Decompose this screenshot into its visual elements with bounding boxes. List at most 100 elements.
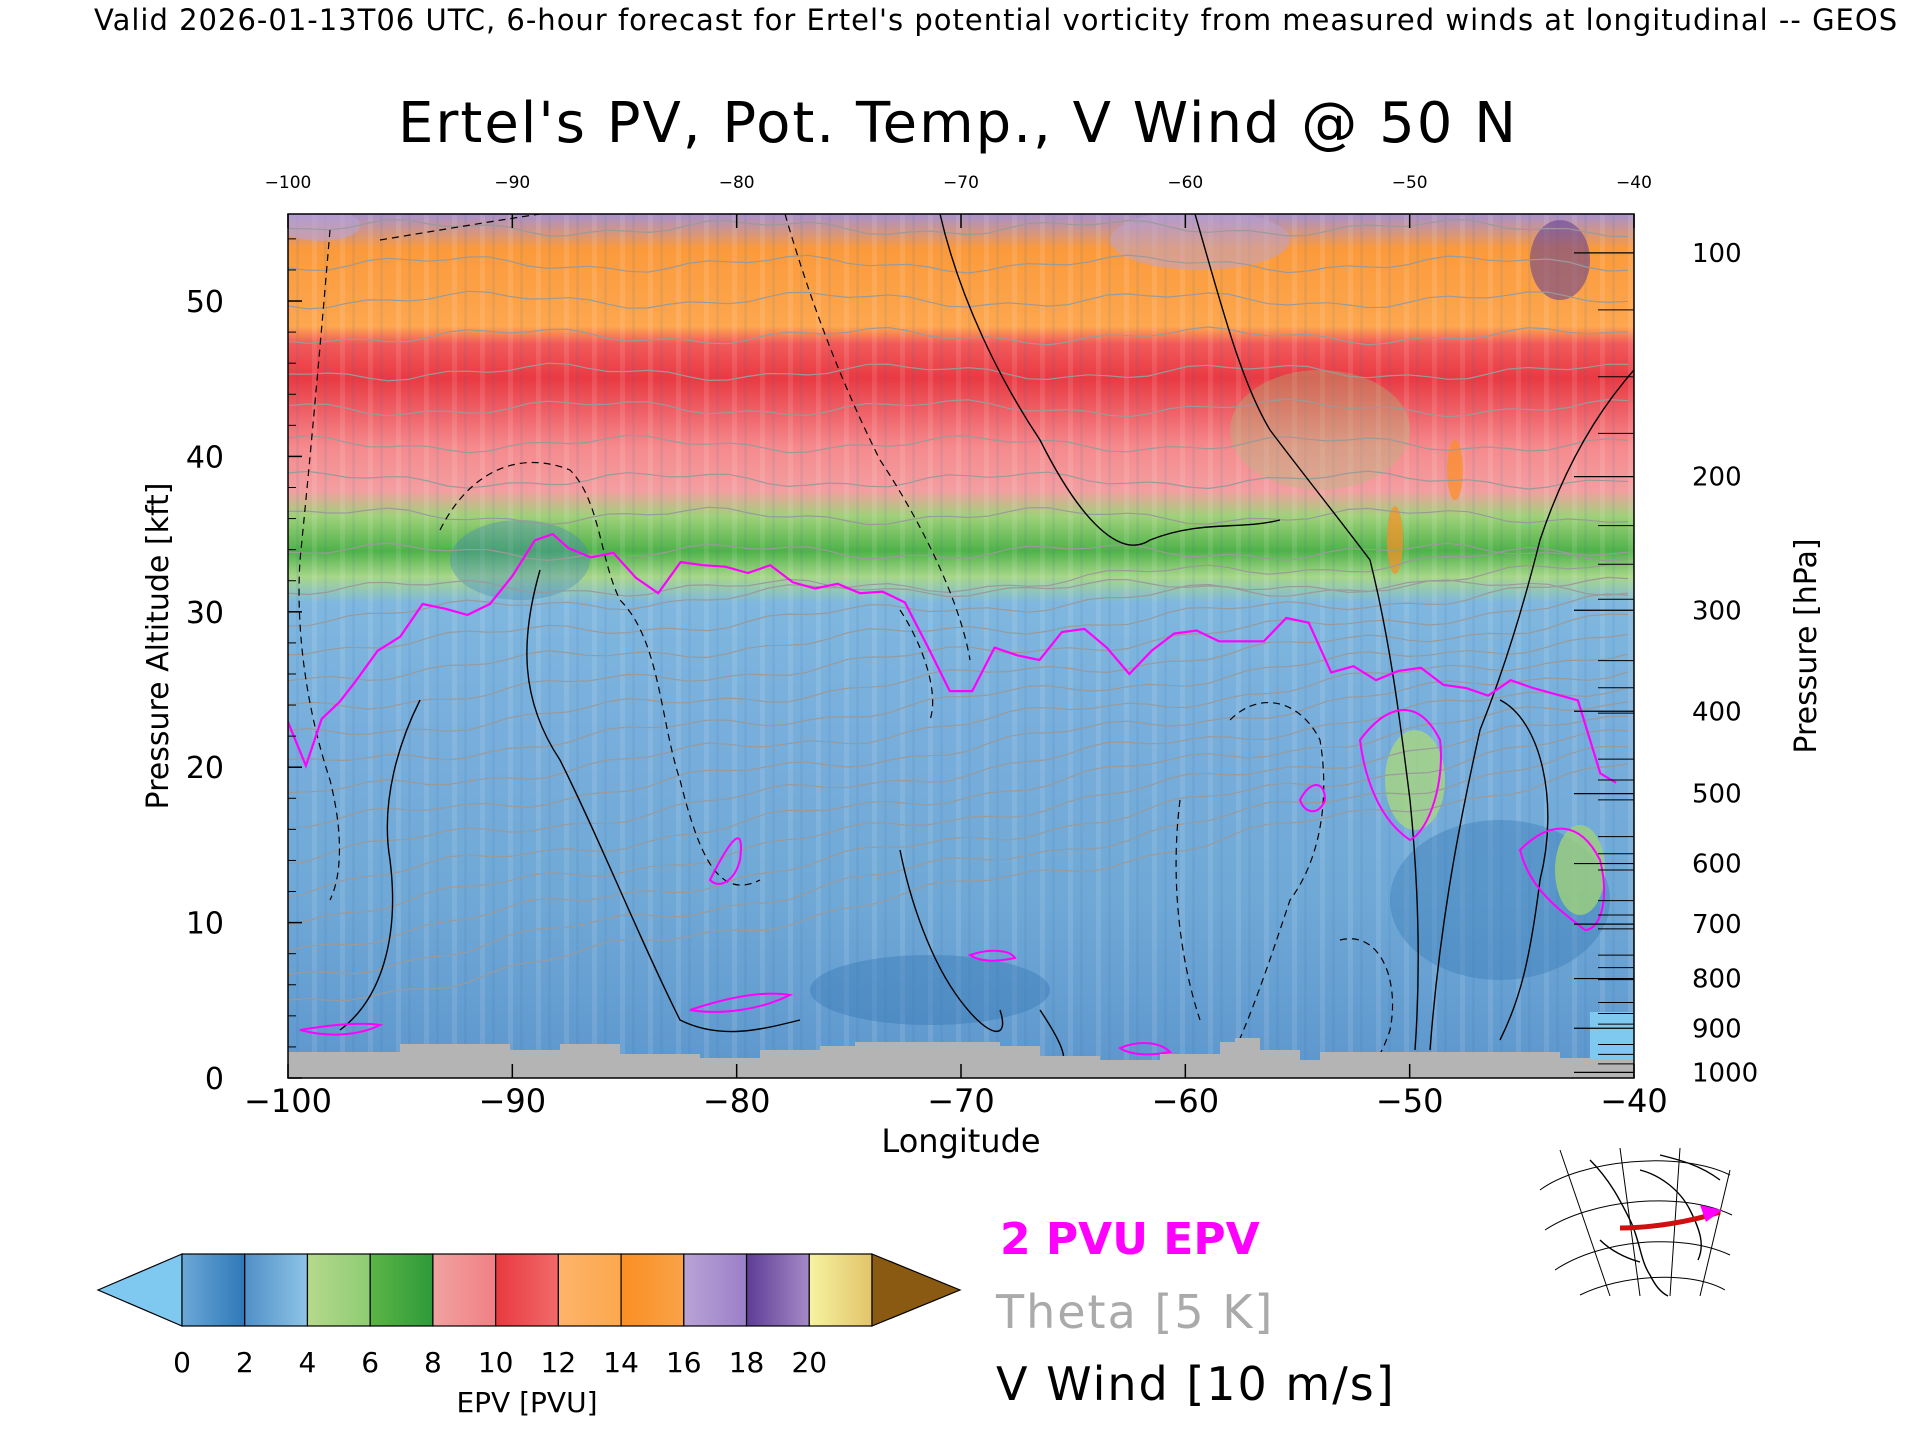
v-wind-neg-contour: [784, 214, 971, 661]
theta-contour: [288, 745, 1629, 976]
epv-patch: [1110, 214, 1290, 270]
theta-contour: [288, 563, 1629, 656]
v-wind-neg-contour: [439, 462, 761, 886]
v-wind-contour: [339, 699, 421, 1031]
colorbar-bin: [432, 1253, 497, 1327]
v-wind-negative-contours: [298, 214, 1394, 1078]
colorbar-bin: [181, 1253, 246, 1327]
chart-title: Ertel's PV, Pot. Temp., V Wind @ 50 N: [398, 91, 1518, 156]
theta-contour: [288, 470, 1629, 490]
colorbar-tick-label: 8: [424, 1346, 442, 1379]
pressure-tick-label: 300: [1692, 596, 1742, 626]
epv-patch: [450, 520, 590, 600]
legend: 2 PVU EPV Theta [5 K] V Wind [10 m/s]: [995, 1214, 1394, 1411]
y-tick-label: 50: [186, 285, 224, 320]
v-wind-contour: [899, 849, 1004, 1033]
pv2-blob: [1117, 1042, 1173, 1056]
colorbar-bin: [495, 1253, 559, 1327]
x-axis-label: Longitude: [881, 1122, 1040, 1160]
pv2-blob: [689, 992, 794, 1013]
locator-map-arrow: [1700, 1205, 1722, 1222]
theta-contour: [288, 434, 1629, 454]
locator-map-coastlines: [1589, 1154, 1721, 1297]
colorbar-bin: [620, 1253, 685, 1327]
colorbar-bin: [306, 1253, 371, 1327]
x-tick-label: −80: [703, 1082, 771, 1120]
theta-contour: [288, 290, 1629, 310]
pressure-tick-label: 700: [1692, 910, 1742, 940]
epv-patch: [1555, 825, 1605, 915]
theta-contour: [288, 542, 1629, 562]
colorbar-bins: [181, 1253, 873, 1327]
v-wind-contours: [339, 214, 1634, 1071]
theta-contours: [288, 218, 1629, 1002]
pressure-tick-label: 500: [1692, 780, 1742, 810]
epv-low-patch: [1590, 1012, 1634, 1060]
v-wind-neg-contour: [379, 214, 541, 241]
theta-contour: [288, 671, 1629, 829]
v-wind-neg-contour: [1339, 938, 1394, 1078]
colorbar-label: EPV [PVU]: [456, 1386, 597, 1419]
x-axis-ticks: −100 −100 −90 −90 −80 −80 −70 −70 −60 −60 −50 −50 −4…: [244, 173, 1668, 1120]
y-axis-label-left: Pressure Altitude [kft]: [141, 483, 176, 810]
y-tick-label: 10: [186, 907, 224, 942]
pressure-tick-label: 600: [1692, 850, 1742, 880]
locator-map: [1536, 1147, 1733, 1297]
colorbar: 0 2 4 6 8 10 12 14 16 18 20 EPV [PVU]: [96, 1253, 962, 1419]
theta-contour: [288, 613, 1628, 735]
epv-patch: [1387, 506, 1403, 574]
colorbar-bin: [808, 1253, 873, 1327]
x-tick-label: −40: [1600, 1082, 1668, 1120]
theta-contour: [288, 398, 1629, 418]
header-text: Valid 2026-01-13T06 UTC, 6-hour forecast…: [94, 3, 1898, 37]
v-wind-contour: [526, 569, 801, 1033]
theta-contour: [288, 701, 1629, 898]
colorbar-bin: [369, 1253, 434, 1327]
locator-map-background: [1536, 1148, 1732, 1296]
theta-contour: [288, 326, 1629, 346]
x-top-tick-label: −40: [1616, 173, 1652, 193]
epv-patch: [288, 214, 360, 241]
pressure-tick-label: 400: [1692, 697, 1742, 727]
pressure-tick-label: 900: [1692, 1014, 1742, 1044]
colorbar-tick-label: 14: [603, 1346, 639, 1379]
theta-contour: [288, 254, 1629, 274]
colorbar-tick-label: 6: [361, 1346, 379, 1379]
colorbar-bin: [683, 1253, 748, 1327]
epv-patch: [1385, 730, 1445, 830]
colorbar-under-arrow: [96, 1253, 183, 1327]
v-wind-contour: [1429, 369, 1634, 1051]
v-wind-neg-contour: [1175, 799, 1201, 1021]
pv2-blob: [299, 1022, 384, 1036]
theta-contour: [288, 218, 1629, 238]
x-top-tick-label: −50: [1392, 173, 1428, 193]
pressure-tick-label: 200: [1692, 463, 1742, 493]
pv2-blob: [1518, 827, 1606, 932]
pressure-tick-label: 800: [1692, 965, 1742, 995]
colorbar-tick-label: 2: [236, 1346, 254, 1379]
theta-contour: [288, 578, 1629, 598]
y-tick-label: 0: [205, 1062, 224, 1097]
plot-area: [288, 214, 1634, 1078]
y-axis-ticks: 0 10 20 30 40 50: [186, 238, 302, 1097]
theta-contour: [288, 362, 1629, 382]
colorbar-tick-label: 16: [666, 1346, 702, 1379]
colorbar-tick-label: 18: [729, 1346, 765, 1379]
epv-patch: [1230, 370, 1410, 490]
legend-theta: Theta [5 K]: [995, 1285, 1274, 1339]
colorbar-tick-label: 10: [478, 1346, 514, 1379]
pv2-blob: [708, 837, 742, 885]
x-tick-label: −100: [244, 1082, 332, 1120]
terrain: [288, 1038, 1634, 1078]
x-tick-label: −50: [1376, 1082, 1444, 1120]
pv2-blob: [967, 949, 1017, 962]
x-tick-label: −90: [479, 1082, 547, 1120]
pv2-blob: [1298, 784, 1327, 813]
x-top-tick-label: −90: [494, 173, 530, 193]
y-tick-label: 30: [186, 596, 224, 631]
v-wind-neg-contour: [298, 229, 341, 901]
colorbar-ticks: 0 2 4 6 8 10 12 14 16 18 20: [173, 1346, 827, 1379]
locator-map-grid: [1539, 1147, 1733, 1297]
epv-patch: [1390, 820, 1610, 980]
